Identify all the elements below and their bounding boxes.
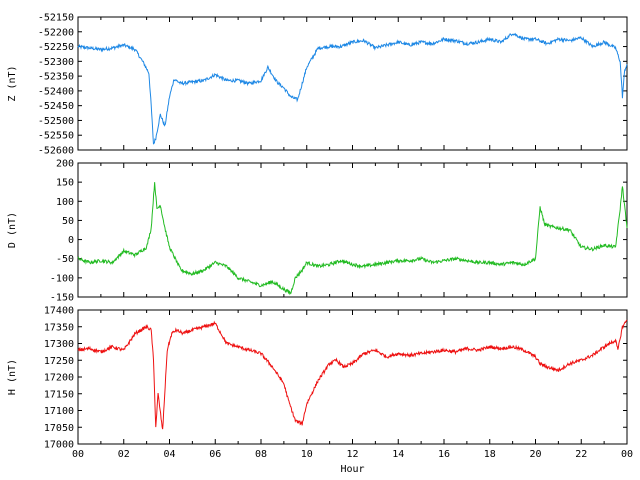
- x-tick-label: 22: [575, 449, 587, 460]
- x-tick-label: 12: [346, 449, 358, 460]
- y-tick-label: -52600: [38, 146, 74, 157]
- y-tick-label: -100: [50, 273, 74, 284]
- y-tick-label: -52550: [38, 131, 74, 142]
- x-tick-label: 16: [438, 449, 450, 460]
- x-tick-label: 14: [392, 449, 404, 460]
- y-tick-label: -52300: [38, 57, 74, 68]
- y-tick-label: 17200: [44, 373, 74, 384]
- series-line-1: [77, 32, 628, 145]
- y-tick-label: -50: [56, 254, 74, 265]
- plot-frame-2: [77, 162, 628, 298]
- y-tick-label: 100: [56, 197, 74, 208]
- y-tick-label: 17000: [44, 440, 74, 451]
- y-tick-label: -52150: [38, 13, 74, 24]
- y-tick-label: 17050: [44, 423, 74, 434]
- y-axis-title: H (nT): [7, 359, 18, 395]
- y-axis-title: D (nT): [7, 212, 18, 248]
- y-tick-label: -52200: [38, 27, 74, 38]
- y-tick-label: 17350: [44, 322, 74, 333]
- x-axis-title: Hour: [340, 464, 364, 475]
- x-tick-label: 20: [529, 449, 541, 460]
- y-tick-label: -52500: [38, 116, 74, 127]
- y-tick-label: -52400: [38, 86, 74, 97]
- y-tick-label: -52250: [38, 42, 74, 53]
- y-tick-label: 50: [62, 216, 74, 227]
- y-tick-label: -52350: [38, 72, 74, 83]
- plot-frame-3: [77, 309, 628, 445]
- y-tick-label: -150: [50, 293, 74, 304]
- x-tick-label: 00: [72, 449, 84, 460]
- x-tick-label: 10: [301, 449, 313, 460]
- y-axis-title: Z (nT): [7, 65, 18, 101]
- y-tick-label: 150: [56, 178, 74, 189]
- series-line-2: [77, 182, 628, 296]
- y-tick-label: 200: [56, 159, 74, 170]
- x-tick-label: 02: [118, 449, 130, 460]
- x-tick-label: 18: [484, 449, 496, 460]
- x-tick-label: 06: [209, 449, 221, 460]
- x-tick-label: 00: [621, 449, 633, 460]
- series-line-3: [77, 319, 628, 430]
- y-tick-label: -52450: [38, 101, 74, 112]
- y-tick-label: 17100: [44, 406, 74, 417]
- y-tick-label: 17400: [44, 306, 74, 317]
- y-tick-label: 17300: [44, 339, 74, 350]
- y-tick-label: 17150: [44, 389, 74, 400]
- x-tick-label: 08: [255, 449, 267, 460]
- plot-frame-1: [77, 16, 628, 151]
- y-tick-label: 0: [68, 235, 74, 246]
- x-tick-label: 04: [163, 449, 175, 460]
- y-tick-label: 17250: [44, 356, 74, 367]
